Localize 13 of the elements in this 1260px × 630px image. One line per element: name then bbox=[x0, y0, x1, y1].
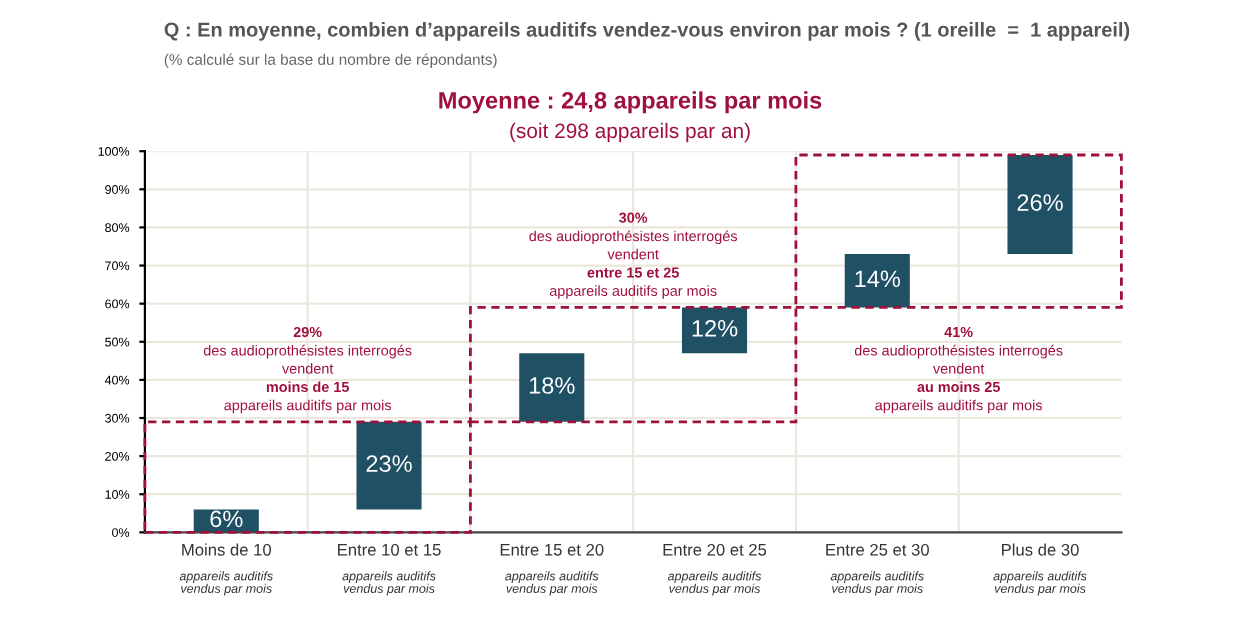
bar bbox=[681, 307, 748, 354]
data-label: 18% bbox=[529, 377, 575, 394]
data-label: 6% bbox=[210, 510, 243, 528]
text: Moyenne : 24,8 appareils par mois (soit 298 appareils par an) bbox=[439, 91, 822, 143]
bar bbox=[844, 254, 910, 308]
bar bbox=[1007, 155, 1073, 255]
bar bbox=[356, 421, 422, 510]
chart-title: Q : En moyenne, combien d’appareils auditifs vendez-vous environ par mois ? (1 oreille = 1 appareil) bbox=[164, 22, 1130, 41]
data-label: 23% bbox=[366, 455, 412, 472]
data-label: 14% bbox=[855, 270, 901, 288]
data-label: 26% bbox=[1017, 194, 1063, 211]
bar bbox=[519, 353, 585, 422]
data-label: 12% bbox=[692, 319, 738, 337]
